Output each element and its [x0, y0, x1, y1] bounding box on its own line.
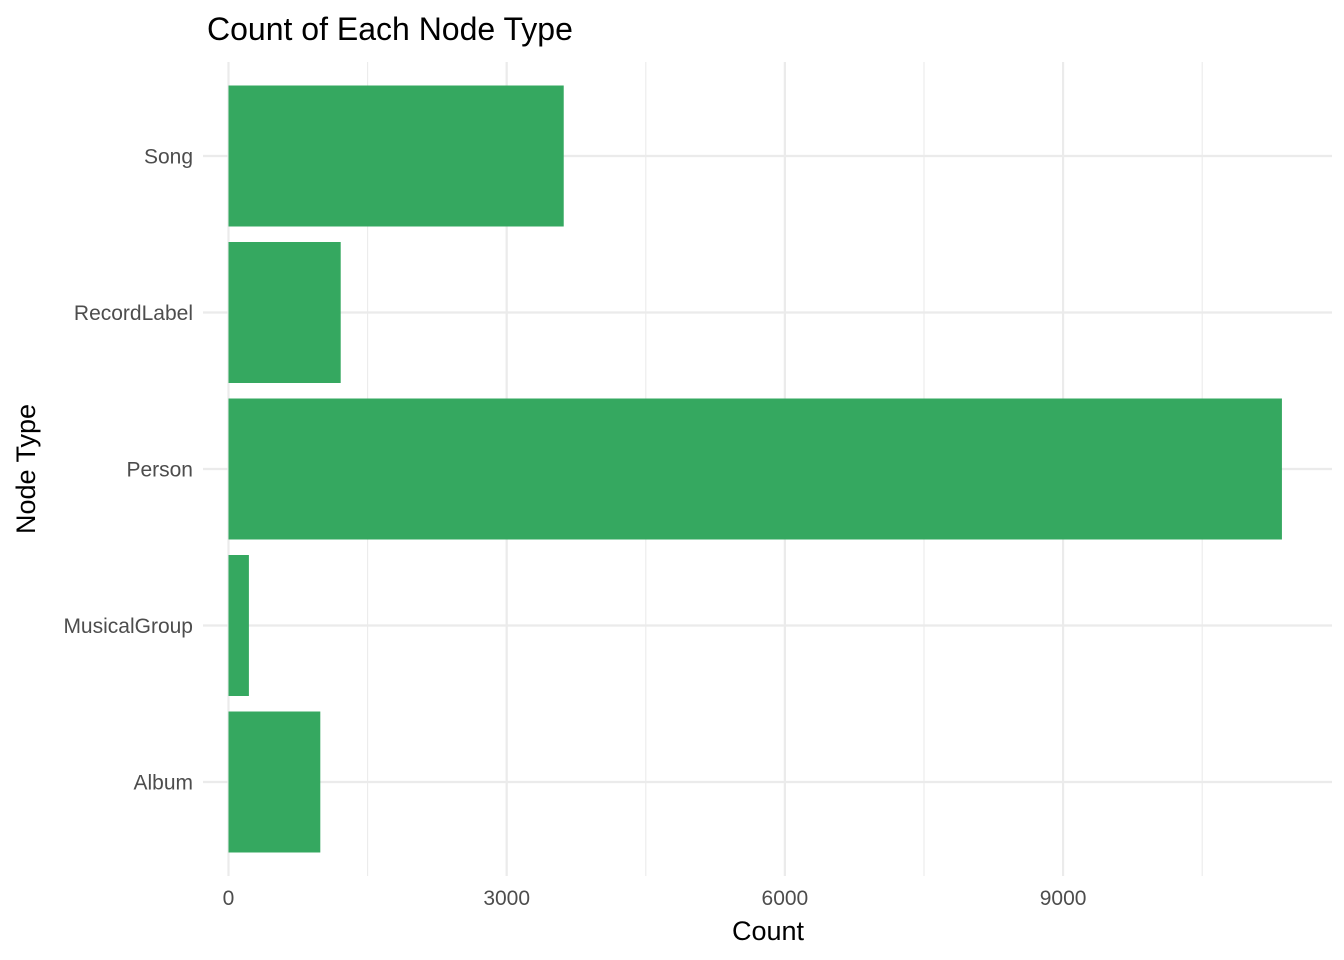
bar-person	[228, 398, 1282, 540]
x-axis-title: Count	[732, 916, 805, 946]
y-tick-label-person: Person	[126, 459, 193, 482]
x-tick-label: 9000	[1040, 887, 1087, 910]
y-tick-label-recordlabel: RecordLabel	[74, 302, 193, 325]
bar-song	[228, 85, 564, 227]
y-tick-label-song: Song	[144, 146, 193, 169]
bar-recordlabel	[228, 242, 341, 383]
x-tick-label: 6000	[762, 887, 809, 910]
y-tick-label-musicalgroup: MusicalGroup	[63, 615, 193, 638]
chart-title: Count of Each Node Type	[207, 11, 573, 47]
bars	[228, 85, 1282, 853]
bar-album	[228, 711, 321, 853]
x-tick-label: 3000	[483, 887, 530, 910]
y-tick-label-album: Album	[133, 772, 193, 795]
x-tick-labels: 0 3000 6000 9000	[223, 887, 1087, 910]
y-axis-title: Node Type	[11, 404, 41, 534]
y-tick-labels: Album MusicalGroup Person RecordLabel Song	[63, 146, 193, 795]
bar-musicalgroup	[228, 555, 249, 696]
x-tick-label: 0	[223, 887, 235, 910]
